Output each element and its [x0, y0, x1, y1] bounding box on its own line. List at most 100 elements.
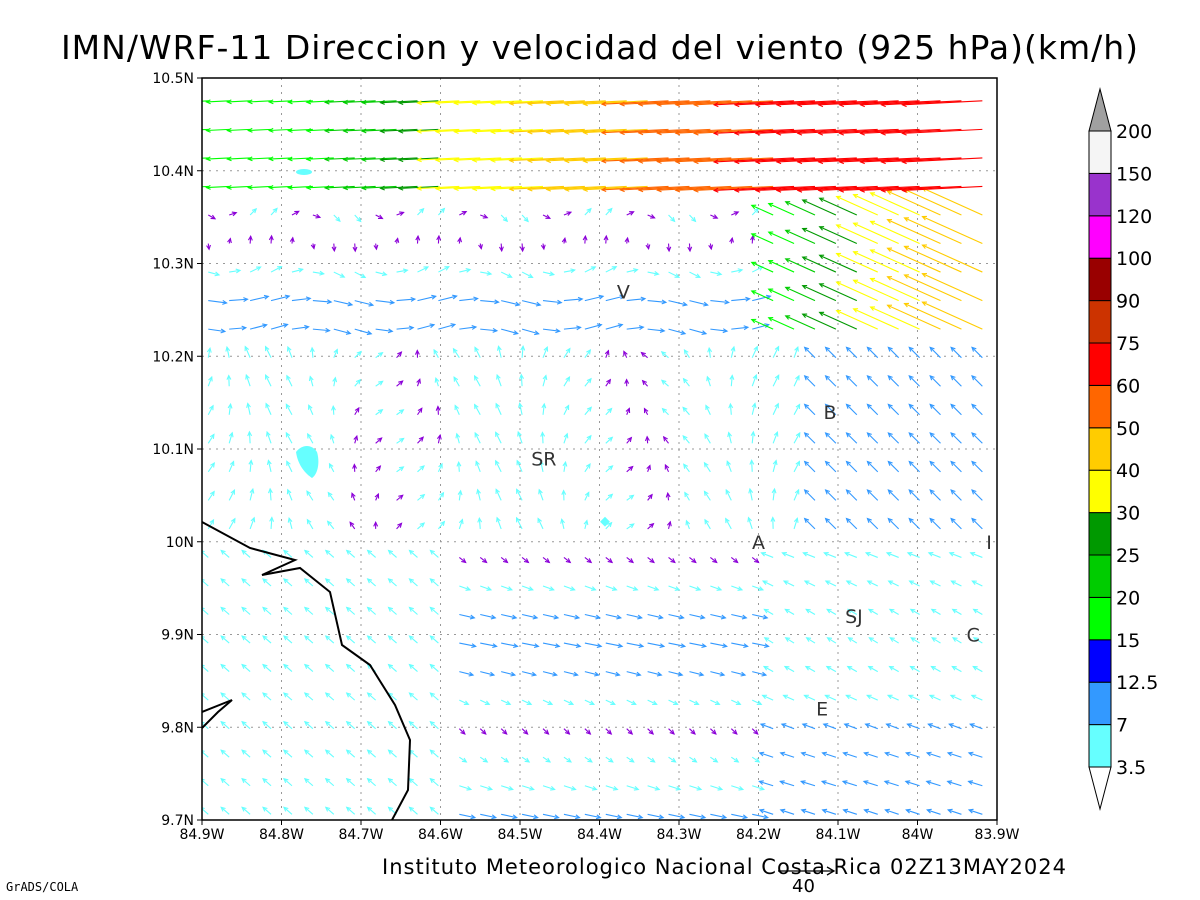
wind-arrow	[626, 494, 635, 501]
wind-arrow	[668, 813, 686, 820]
wind-arrow	[801, 199, 837, 216]
wind-arrow	[244, 345, 251, 358]
wind-arrow	[429, 635, 439, 644]
wind-arrow	[951, 637, 962, 644]
wind-arrow	[775, 157, 857, 165]
wind-arrow	[868, 637, 879, 644]
wind-arrow	[375, 328, 394, 334]
wind-arrow	[307, 432, 314, 444]
wind-arrow	[710, 557, 718, 564]
wind-arrow	[459, 210, 468, 216]
wind-arrow	[333, 300, 354, 307]
wind-arrow	[495, 488, 502, 501]
wind-arrow	[826, 608, 837, 615]
wind-arrow	[433, 348, 439, 358]
wind-arrow	[674, 100, 753, 107]
wind-arrow	[542, 756, 552, 763]
wind-arrow	[520, 344, 526, 358]
wind-arrow	[582, 157, 648, 164]
wind-arrow	[241, 806, 251, 815]
wind-arrow	[901, 128, 983, 136]
wind-arrow	[417, 294, 437, 302]
wind-arrow	[563, 100, 627, 107]
colorbar-label: 100	[1116, 248, 1152, 270]
wind-arrow	[731, 613, 748, 620]
wind-arrow	[761, 694, 774, 701]
wind-arrow	[600, 100, 669, 107]
wind-arrow	[366, 578, 377, 587]
wind-arrow	[647, 299, 668, 305]
wind-arrow	[884, 808, 899, 815]
wind-arrow	[542, 671, 558, 677]
wind-arrow	[950, 403, 962, 416]
wind-arrow	[901, 185, 983, 193]
colorbar-label: 12.5	[1116, 672, 1158, 694]
wind-arrow	[930, 665, 941, 673]
colorbar-swatch	[1088, 639, 1112, 683]
wind-arrow	[303, 549, 314, 558]
wind-arrow	[308, 404, 314, 415]
water-bodies	[296, 169, 610, 527]
wind-arrow	[496, 373, 502, 387]
wind-arrow	[396, 522, 403, 530]
wind-arrow	[345, 578, 356, 587]
wind-arrow	[733, 100, 816, 108]
wind-arrow	[859, 185, 941, 193]
wind-arrow	[869, 249, 920, 273]
wind-arrow	[643, 407, 649, 416]
wind-arrow	[752, 671, 768, 677]
wind-arrow	[560, 518, 565, 530]
wind-arrow	[647, 699, 658, 705]
wind-arrow	[323, 128, 355, 134]
wind-arrow	[682, 377, 690, 387]
wind-arrow	[682, 406, 690, 416]
wind-arrow	[835, 309, 878, 330]
wind-arrow	[417, 493, 426, 501]
wind-arrow	[626, 296, 647, 302]
wind-arrow	[459, 642, 477, 649]
wind-arrow	[324, 635, 335, 644]
wind-arrow	[324, 663, 335, 673]
city-label: E	[816, 699, 828, 721]
wind-arrow	[712, 157, 795, 165]
wind-arrow	[521, 671, 538, 677]
wind-arrow	[969, 551, 983, 558]
wind-arrow	[303, 720, 314, 730]
wind-arrow	[656, 157, 732, 164]
wind-arrow	[779, 780, 795, 787]
wind-arrow	[542, 374, 548, 387]
city-label: B	[824, 402, 837, 424]
wind-arrow	[521, 699, 533, 705]
wind-arrow	[262, 720, 272, 730]
wind-arrow	[762, 665, 774, 673]
wind-arrow	[908, 580, 920, 587]
wind-arrow	[866, 694, 878, 701]
wind-arrow	[626, 813, 644, 820]
wind-arrow	[373, 243, 379, 251]
wind-arrow	[282, 777, 293, 787]
wind-arrow	[457, 489, 463, 501]
city-label: A	[752, 532, 765, 554]
wind-arrow	[262, 806, 272, 815]
wind-arrow	[582, 100, 648, 107]
wind-arrow	[626, 585, 639, 591]
colorbar-swatch	[1088, 215, 1112, 259]
wind-arrow	[471, 157, 523, 163]
wind-arrow	[656, 100, 732, 107]
wind-arrow	[521, 785, 535, 791]
wind-arrow	[689, 585, 702, 591]
wind-arrow	[249, 294, 270, 302]
wind-arrow	[725, 488, 732, 501]
wind-arrow	[605, 756, 614, 763]
wind-arrow	[668, 613, 685, 620]
wind-arrow	[835, 224, 878, 245]
wind-arrow	[308, 375, 314, 387]
wind-arrow	[665, 491, 671, 501]
wind-arrow	[429, 549, 439, 558]
wind-arrow	[208, 271, 221, 277]
wind-arrow	[270, 294, 291, 302]
wind-arrow	[907, 694, 920, 701]
wind-arrow	[626, 613, 643, 620]
wind-arrow	[759, 723, 774, 730]
wind-arrow	[538, 488, 544, 501]
